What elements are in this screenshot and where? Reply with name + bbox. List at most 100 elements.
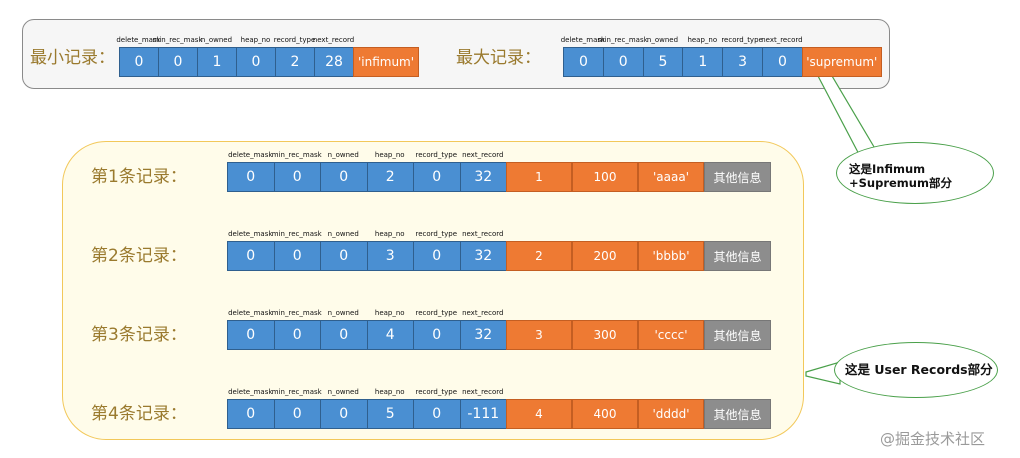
user-record-3-header-record_type: record_type (415, 309, 458, 317)
supremum-header-delete_mask: delete_mask (560, 36, 606, 44)
user-record-1-field-heap_no: 2 (366, 162, 414, 192)
user-record-1-header-min_rec_mask: min_rec_mask (271, 151, 322, 159)
user-record-4-label: 第4条记录： (91, 404, 187, 424)
infimum-header-heap_no: heap_no (240, 36, 271, 44)
user-record-3-data-cell-1: 3 (506, 320, 572, 350)
user-record-2-field-n_owned: 0 (320, 241, 368, 271)
supremum-header-n_owned: n_owned (646, 36, 679, 44)
user-record-4-field-record_type: 0 (413, 399, 461, 429)
infimum-header-min_rec_mask: min_rec_mask (152, 36, 203, 44)
infimum-header-delete_mask: delete_mask (116, 36, 161, 44)
user-callout-bubble: 这是 User Records部分 (834, 342, 998, 398)
user-record-3-header-delete_mask: delete_mask (228, 309, 273, 317)
infimum-header-next_record: next_record (312, 36, 355, 44)
user-record-1-data-cell-1: 1 (506, 162, 572, 192)
user-record-2-data-cell-2: 200 (572, 241, 638, 271)
user-record-4-header-n_owned: n_owned (327, 388, 359, 396)
user-record-3-field-delete_mask: 0 (227, 320, 275, 350)
user-record-3-header-heap_no: heap_no (374, 309, 405, 317)
user-record-3-field-n_owned: 0 (320, 320, 368, 350)
user-record-2-field-next_record: 32 (459, 241, 507, 271)
user-record-1-field-n_owned: 0 (320, 162, 368, 192)
user-record-1-field-delete_mask: 0 (227, 162, 275, 192)
supremum-field-min_rec_mask: 0 (602, 47, 644, 77)
user-record-3-header-next_record: next_record (462, 309, 504, 317)
user-record-1-header-n_owned: n_owned (327, 151, 359, 159)
infimum-field-record_type: 2 (275, 47, 315, 77)
user-record-3-header-min_rec_mask: min_rec_mask (271, 309, 322, 317)
user-record-3-header-n_owned: n_owned (327, 309, 359, 317)
user-callout-text: 这是 User Records部分 (845, 362, 993, 377)
user-record-1-header-delete_mask: delete_mask (228, 151, 273, 159)
user-record-2-other-info: 其他信息 (704, 241, 771, 271)
infimum-field-min_rec_mask: 0 (158, 47, 198, 77)
user-record-3-field-min_rec_mask: 0 (273, 320, 321, 350)
user-record-1-other-info: 其他信息 (704, 162, 771, 192)
user-record-2-field-heap_no: 3 (366, 241, 414, 271)
user-record-4-other-info: 其他信息 (704, 399, 771, 429)
supremum-field-n_owned: 5 (642, 47, 684, 77)
user-record-1-field-record_type: 0 (413, 162, 461, 192)
user-record-4-data-cell-3: 'dddd' (638, 399, 704, 429)
user-record-2-header-min_rec_mask: min_rec_mask (271, 230, 322, 238)
user-record-2-data-cell-3: 'bbbb' (638, 241, 704, 271)
supremum-data-cell: 'supremum' (801, 47, 882, 77)
user-record-2-field-delete_mask: 0 (227, 241, 275, 271)
user-record-1-header-heap_no: heap_no (374, 151, 405, 159)
system-callout-bubble: 这是Infimum +Supremum部分 (836, 142, 994, 204)
supremum-field-next_record: 0 (762, 47, 803, 77)
user-record-2-field-record_type: 0 (413, 241, 461, 271)
user-record-4-header-min_rec_mask: min_rec_mask (271, 388, 322, 396)
user-record-3-data-cell-3: 'cccc' (638, 320, 704, 350)
infimum-data-cell: 'infimum' (353, 47, 419, 77)
user-record-1-data-cell-2: 100 (572, 162, 638, 192)
supremum-header-record_type: record_type (721, 36, 763, 44)
supremum-header-next_record: next_record (761, 36, 803, 44)
user-record-4-field-delete_mask: 0 (227, 399, 275, 429)
user-record-4-field-next_record: -111 (459, 399, 507, 429)
user-record-4-header-next_record: next_record (462, 388, 504, 396)
user-record-2-header-next_record: next_record (462, 230, 504, 238)
watermark: @掘金技术社区 (880, 430, 986, 448)
user-record-4-header-delete_mask: delete_mask (228, 388, 273, 396)
user-record-4-header-record_type: record_type (415, 388, 458, 396)
user-record-2-label: 第2条记录： (91, 246, 187, 266)
supremum-header-min_rec_mask: min_rec_mask (597, 36, 648, 44)
supremum-field-heap_no: 1 (682, 47, 724, 77)
user-record-3-field-heap_no: 4 (366, 320, 414, 350)
supremum-field-record_type: 3 (722, 47, 763, 77)
infimum-field-next_record: 28 (314, 47, 354, 77)
user-record-2-header-heap_no: heap_no (374, 230, 405, 238)
user-record-4-header-heap_no: heap_no (374, 388, 405, 396)
user-record-1-data-cell-3: 'aaaa' (638, 162, 704, 192)
user-record-1-field-next_record: 32 (459, 162, 507, 192)
supremum-field-delete_mask: 0 (563, 47, 604, 77)
user-record-4-data-cell-1: 4 (506, 399, 572, 429)
user-record-1-label: 第1条记录： (91, 167, 187, 187)
user-record-3-data-cell-2: 300 (572, 320, 638, 350)
user-record-4-field-min_rec_mask: 0 (273, 399, 321, 429)
system-callout-text: 这是Infimum +Supremum部分 (849, 162, 952, 190)
infimum-header-record_type: record_type (273, 36, 316, 44)
user-record-1-field-min_rec_mask: 0 (273, 162, 321, 192)
user-record-3-label: 第3条记录： (91, 325, 187, 345)
user-record-2-header-delete_mask: delete_mask (228, 230, 273, 238)
user-record-4-field-n_owned: 0 (320, 399, 368, 429)
user-record-2-header-n_owned: n_owned (327, 230, 359, 238)
infimum-field-heap_no: 0 (236, 47, 276, 77)
user-record-2-field-min_rec_mask: 0 (273, 241, 321, 271)
supremum-record-label: 最大记录： (456, 48, 541, 68)
infimum-header-n_owned: n_owned (200, 36, 233, 44)
supremum-header-heap_no: heap_no (687, 36, 718, 44)
user-record-3-field-next_record: 32 (459, 320, 507, 350)
infimum-record-label: 最小记录： (30, 48, 115, 68)
user-record-1-header-next_record: next_record (462, 151, 504, 159)
user-record-4-data-cell-2: 400 (572, 399, 638, 429)
user-record-2-header-record_type: record_type (415, 230, 458, 238)
infimum-field-n_owned: 1 (197, 47, 237, 77)
infimum-field-delete_mask: 0 (119, 47, 159, 77)
user-record-1-header-record_type: record_type (415, 151, 458, 159)
user-record-4-field-heap_no: 5 (366, 399, 414, 429)
user-record-3-other-info: 其他信息 (704, 320, 771, 350)
user-record-2-data-cell-1: 2 (506, 241, 572, 271)
